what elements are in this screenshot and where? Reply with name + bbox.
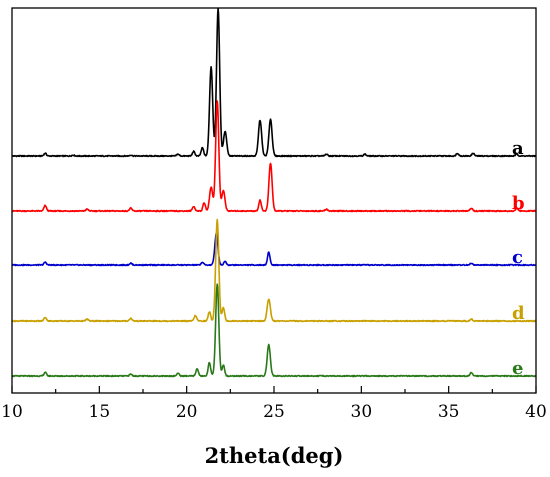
trace-label-a: a	[512, 138, 524, 159]
x-tick-label: 15	[89, 402, 111, 422]
x-tick-label: 30	[351, 402, 373, 422]
series-line-a	[11, 7, 537, 158]
x-tick-label: 35	[438, 402, 460, 422]
trace-label-b: b	[512, 193, 525, 214]
x-tick-label: 10	[1, 402, 23, 422]
trace-label-d: d	[512, 303, 525, 324]
series-line-b	[11, 100, 537, 213]
tick-labels-group: 10 15 20 25 30 35 40	[1, 402, 547, 422]
x-tick-label: 40	[525, 402, 547, 422]
trace-label-e: e	[512, 358, 523, 379]
series-line-d	[11, 218, 537, 323]
series-line-c	[11, 232, 537, 267]
x-axis-title: 2theta(deg)	[205, 443, 344, 468]
trace-label-c: c	[512, 247, 523, 268]
ticks-group	[11, 386, 537, 393]
x-tick-label: 20	[176, 402, 198, 422]
traces-group	[11, 7, 537, 378]
series-line-e	[11, 283, 537, 378]
trace-labels-group: a b c d e	[512, 138, 525, 379]
x-tick-label: 25	[263, 402, 285, 422]
